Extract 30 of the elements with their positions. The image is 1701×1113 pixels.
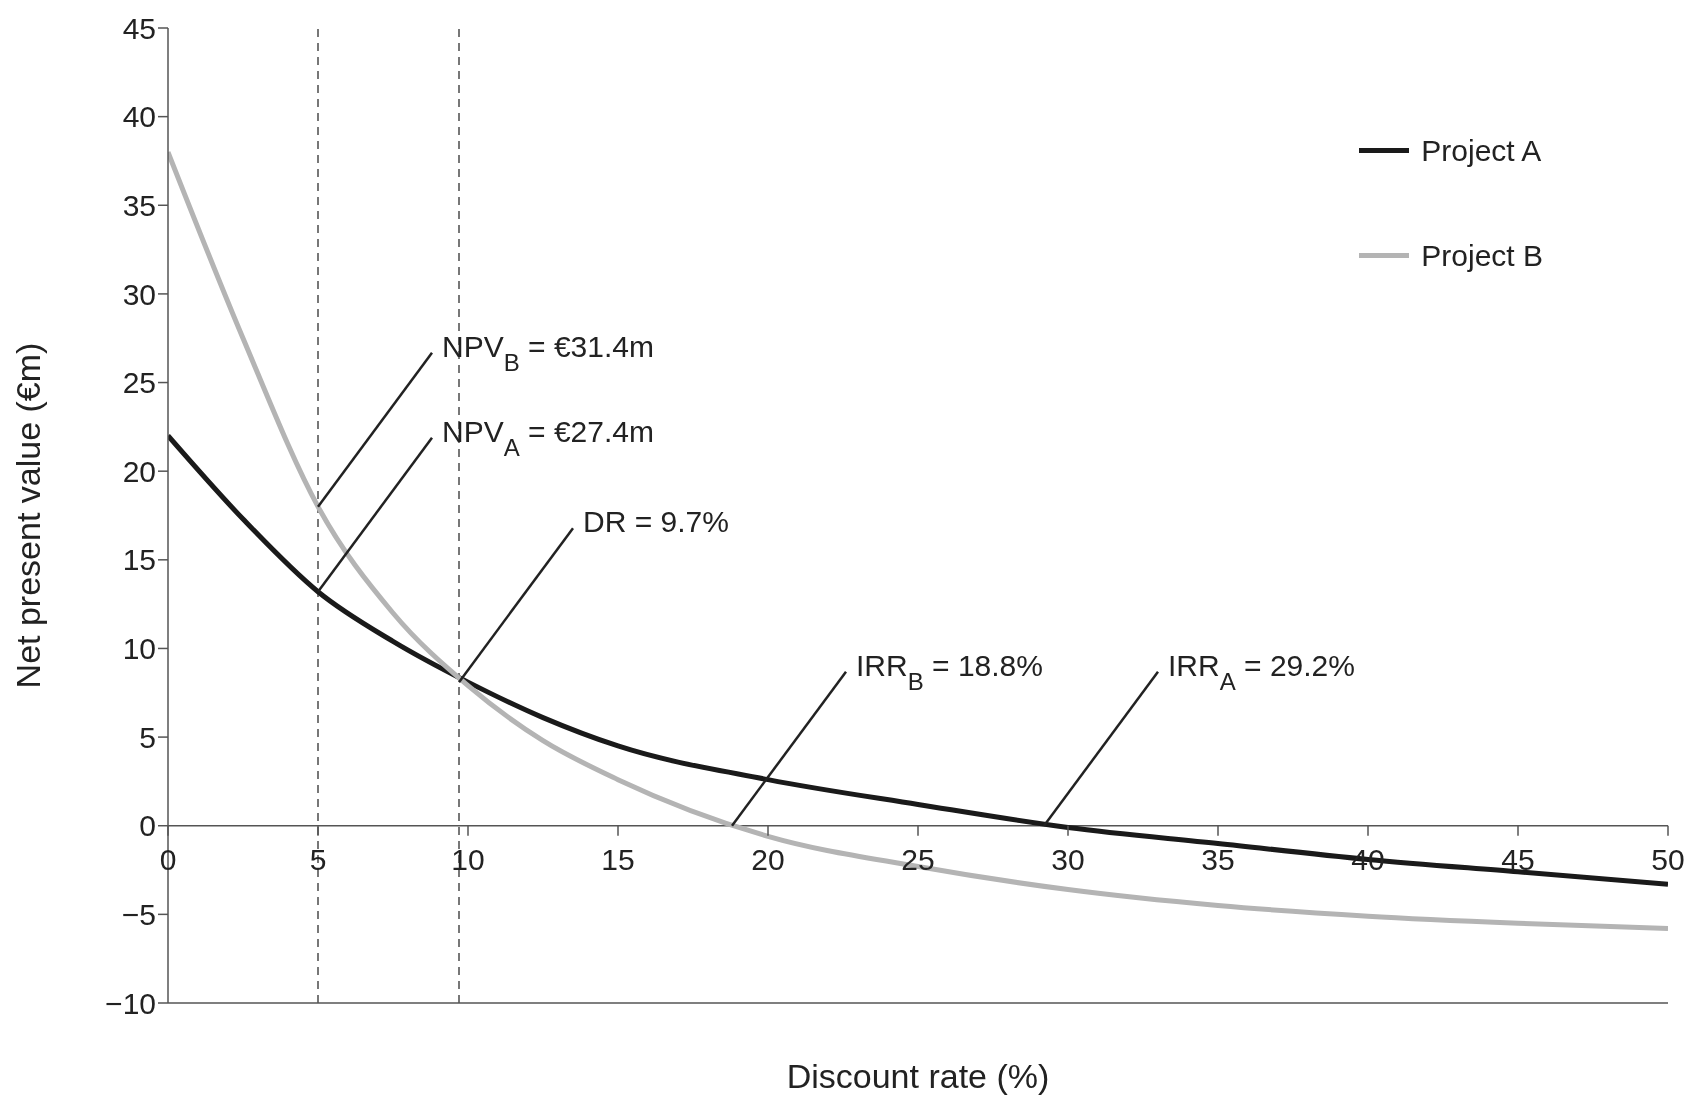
y-tick-label: 0	[139, 809, 156, 843]
annotation: NPV$_{A}$ = €27.4m	[442, 414, 654, 461]
x-tick-label: 15	[601, 842, 635, 876]
x-tick-label: 10	[451, 842, 485, 876]
x-tick-label: 50	[1651, 842, 1685, 876]
annotation: NPV$_{B}$ = €31.4m	[442, 329, 654, 376]
x-axis-title: Discount rate (%)	[786, 1057, 1050, 1095]
y-tick-label: 30	[122, 277, 156, 311]
annotation: IRR$_{B}$ = 18.8%	[856, 648, 1043, 695]
legend-label: Project A	[1421, 133, 1542, 168]
x-tick-label: 30	[1051, 842, 1085, 876]
legend-label: Project B	[1421, 238, 1543, 273]
y-tick-label: 5	[139, 720, 156, 754]
y-tick-label: 25	[122, 366, 156, 400]
y-tick-label: 45	[122, 11, 156, 45]
y-tick-label: 20	[122, 454, 156, 488]
y-tick-label: 15	[122, 543, 156, 577]
x-tick-label: 45	[1501, 842, 1535, 876]
y-tick-label: 40	[122, 100, 156, 134]
x-tick-label: 35	[1201, 842, 1235, 876]
x-tick-label: 20	[751, 842, 785, 876]
y-tick-label: −5	[121, 898, 156, 932]
annotation: DR = 9.7%	[583, 505, 729, 539]
x-tick-label: 25	[901, 842, 935, 876]
y-axis-title: Net present value (€m)	[9, 342, 48, 689]
y-tick-label: 35	[122, 188, 156, 222]
x-tick-label: 5	[309, 842, 327, 876]
y-tick-label: 10	[122, 632, 156, 666]
y-tick-label: −10	[105, 986, 156, 1020]
annotation: IRR$_{A}$ = 29.2%	[1168, 648, 1355, 695]
